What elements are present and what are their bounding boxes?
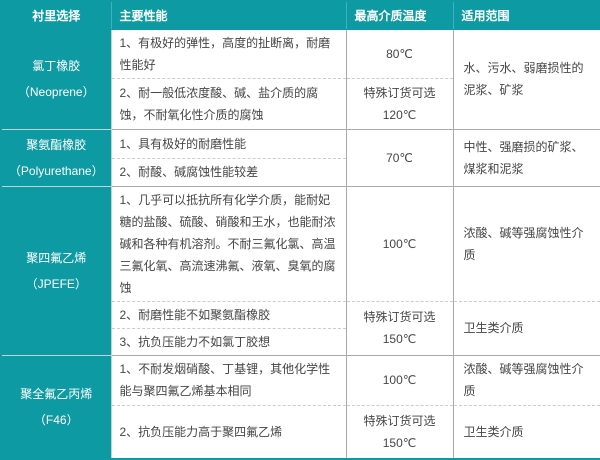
performance-cell: 1、具有极好的耐磨性能 xyxy=(110,128,347,159)
scope-cell: 卫生类介质 xyxy=(452,404,600,460)
table-row: 聚氨酯橡胶 （Polyurethane） 1、具有极好的耐磨性能 70℃ 中性、… xyxy=(0,128,600,187)
temperature-cell: 特殊订货可选 150℃ xyxy=(345,300,454,356)
performance-cell: 1、有极好的弹性，高度的扯断离，耐磨性能好 xyxy=(110,28,347,79)
performance-cell: 2、耐酸、碱腐蚀性能较差 xyxy=(110,157,347,187)
temperature-cell: 特殊订货可选 150℃ xyxy=(345,404,454,460)
performance-cell: 1、不耐发烟硝酸、丁基锂，其他化学性能与聚四氟乙烯基本相同 xyxy=(110,354,347,406)
lining-name: 氯丁橡胶 xyxy=(32,59,81,73)
temperature-cell: 80℃ xyxy=(345,28,454,79)
lining-cell-polyurethane: 聚氨酯橡胶 （Polyurethane） xyxy=(0,128,112,187)
temperature-cell: 特殊订货可选 120℃ xyxy=(345,77,454,130)
table-row: 氯丁橡胶 （Neoprene） 1、有极好的弹性，高度的扯断离，耐磨性能好 80… xyxy=(0,28,600,130)
temperature-cell: 100℃ xyxy=(345,354,454,406)
header-max-medium-temperature: 最高介质温度 xyxy=(345,0,454,30)
performance-cell: 2、抗负压能力高于聚四氟乙烯 xyxy=(110,404,347,460)
performance-cell: 1、几乎可以抵抗所有化学介质，能耐妃糖的盐酸、硫酸、硝酸和王水，也能耐浓碱和各种… xyxy=(110,185,347,302)
lining-subname: （Neoprene） xyxy=(17,85,95,99)
table-row: 聚全氟乙丙烯 （F46） 1、不耐发烟硝酸、丁基锂，其他化学性能与聚四氟乙烯基本… xyxy=(0,354,600,460)
performance-cell: 3、抗负压能力不如氯丁胶想 xyxy=(110,327,347,356)
header-applicable-range: 适用范围 xyxy=(452,0,600,30)
lining-cell-ptfe: 聚四氟乙烯 （JPEFE） xyxy=(0,185,112,356)
lining-subname: （F46） xyxy=(33,412,79,427)
scope-cell: 浓酸、碱等强腐蚀性介质 xyxy=(452,185,600,302)
lining-name: 聚四氟乙烯 xyxy=(26,250,87,265)
lining-subname: （Polyurethane） xyxy=(8,163,104,178)
table-row: 2、耐磨性能不如聚氨酯橡胶 特殊订货可选 150℃ 卫生类介质 xyxy=(1,300,600,356)
lining-cell-f46: 聚全氟乙丙烯 （F46） xyxy=(0,354,112,460)
header-main-performance: 主要性能 xyxy=(110,0,347,30)
table-header-row: 衬里选择 主要性能 最高介质温度 适用范围 xyxy=(0,0,600,30)
lining-name: 聚氨酯橡胶 xyxy=(26,137,87,152)
table-row: 3、抗负压能力不如氯丁胶想 xyxy=(1,327,600,356)
lining-name: 聚全氟乙丙烯 xyxy=(20,386,93,401)
scope-cell: 卫生类介质 xyxy=(452,300,600,356)
temperature-cell: 70℃ xyxy=(345,128,454,187)
scope-cell: 水、污水、弱磨损性的泥浆、矿浆 xyxy=(452,28,600,130)
table-row: 聚四氟乙烯 （JPEFE） 1、几乎可以抵抗所有化学介质，能耐妃糖的盐酸、硫酸、… xyxy=(0,185,600,356)
scope-cell: 中性、强磨损的矿浆、煤浆和泥浆 xyxy=(452,128,600,187)
lining-cell-neoprene: 氯丁橡胶 （Neoprene） xyxy=(0,28,112,130)
header-lining-selection: 衬里选择 xyxy=(0,0,112,30)
temperature-cell: 100℃ xyxy=(345,185,454,302)
lining-subname: （JPEFE） xyxy=(25,276,87,291)
performance-cell: 2、耐一般低浓度酸、碱、盐介质的腐蚀，不耐氧化性介质的腐蚀 xyxy=(110,77,347,130)
performance-cell: 2、耐磨性能不如聚氨酯橡胶 xyxy=(110,300,347,329)
scope-cell: 浓酸、碱等强腐蚀性介质 xyxy=(452,354,600,406)
table-row: 2、耐一般低浓度酸、碱、盐介质的腐蚀，不耐氧化性介质的腐蚀 特殊订货可选 120… xyxy=(1,77,600,130)
